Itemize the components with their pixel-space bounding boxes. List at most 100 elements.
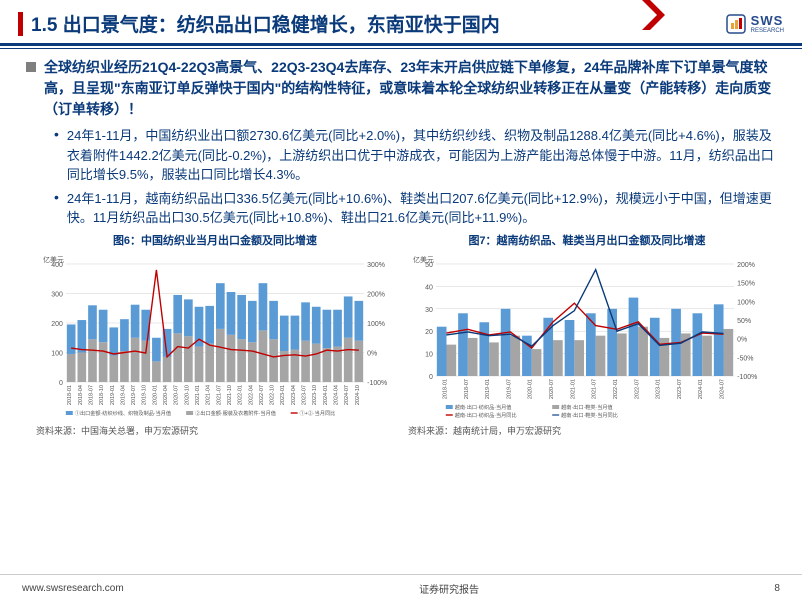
page-title: 1.5 出口景气度：纺织品出口稳健增长，东南亚快于国内 xyxy=(31,10,725,37)
chart-6-body: 0100200300400-100%0%100%200%300%亿美元2018-… xyxy=(36,252,394,422)
svg-text:2023-07: 2023-07 xyxy=(302,385,308,405)
footer-page: 8 xyxy=(774,583,780,594)
logo-icon xyxy=(725,13,747,35)
svg-text:2024-10: 2024-10 xyxy=(355,384,361,404)
svg-text:0%: 0% xyxy=(737,336,747,343)
svg-text:2022-07: 2022-07 xyxy=(259,385,265,405)
svg-text:200%: 200% xyxy=(367,291,385,298)
svg-text:-100%: -100% xyxy=(367,379,387,386)
main-paragraph: 全球纺织业经历21Q4-22Q3高景气、22Q3-23Q4去库存、23年末开启供… xyxy=(44,57,776,120)
header-rule-thin xyxy=(0,48,802,49)
svg-text:2023-01: 2023-01 xyxy=(280,385,286,405)
svg-text:2018-01: 2018-01 xyxy=(67,385,73,405)
svg-text:100%: 100% xyxy=(367,320,385,327)
sub-text-2: 24年1-11月，越南纺织品出口336.5亿美元(同比+10.6%)、鞋类出口2… xyxy=(67,189,776,228)
chart-7-body: 01020304050-100%-50%0%50%100%150%200%亿美元… xyxy=(408,252,766,422)
svg-text:10: 10 xyxy=(425,351,433,358)
svg-text:200: 200 xyxy=(51,320,63,327)
svg-text:2024-07: 2024-07 xyxy=(344,384,350,404)
svg-text:50%: 50% xyxy=(737,317,751,324)
svg-text:2022-01: 2022-01 xyxy=(238,385,244,405)
chart-6-title: 图6：中国纺织业当月出口金额及同比增速 xyxy=(36,232,394,248)
svg-text:亿美元: 亿美元 xyxy=(43,254,64,263)
svg-text:2020-01: 2020-01 xyxy=(528,379,534,399)
content-area: 全球纺织业经历21Q4-22Q3高景气、22Q3-23Q4去库存、23年末开启供… xyxy=(0,57,802,437)
chevron-decoration xyxy=(642,0,672,30)
header-rule-thick xyxy=(0,43,802,46)
svg-text:2018-07: 2018-07 xyxy=(464,379,470,399)
svg-text:2020-10: 2020-10 xyxy=(184,385,190,405)
svg-text:30: 30 xyxy=(425,306,433,313)
footer: www.swsresearch.com 证券研究报告 8 xyxy=(0,574,802,602)
svg-text:0: 0 xyxy=(59,379,63,386)
svg-text:20: 20 xyxy=(425,329,433,336)
sub-text-1: 24年1-11月，中国纺织业出口额2730.6亿美元(同比+2.0%)，其中纺织… xyxy=(67,126,776,185)
svg-text:2022-10: 2022-10 xyxy=(270,385,276,405)
svg-text:②出口金额·服装及衣着附件·当月值: ②出口金额·服装及衣着附件·当月值 xyxy=(195,408,276,416)
svg-text:0%: 0% xyxy=(367,350,377,357)
svg-text:①+②·当月同比: ①+②·当月同比 xyxy=(300,408,336,416)
svg-text:2024-01: 2024-01 xyxy=(323,385,329,405)
charts-row: 图6：中国纺织业当月出口金额及同比增速 0100200300400-100%0%… xyxy=(26,232,776,437)
svg-text:2023-07: 2023-07 xyxy=(677,378,683,398)
title-accent-bar xyxy=(18,12,23,36)
svg-text:-50%: -50% xyxy=(737,355,753,362)
svg-text:2019-04: 2019-04 xyxy=(120,385,126,405)
svg-text:2024-07: 2024-07 xyxy=(720,379,726,399)
svg-text:2021-01: 2021-01 xyxy=(195,385,201,405)
footer-mid: 证券研究报告 xyxy=(419,581,479,596)
svg-text:2022-01: 2022-01 xyxy=(613,379,619,399)
svg-text:2023-10: 2023-10 xyxy=(312,385,318,405)
chart-7-title: 图7：越南纺织品、鞋类当月出口金额及同比增速 xyxy=(408,232,766,248)
svg-text:2019-01: 2019-01 xyxy=(485,379,491,399)
svg-text:越南·出口·纺织品·当月同比: 越南·出口·纺织品·当月同比 xyxy=(455,410,517,418)
svg-text:2022-07: 2022-07 xyxy=(634,379,640,399)
svg-text:2018-07: 2018-07 xyxy=(88,385,94,405)
main-bullet: 全球纺织业经历21Q4-22Q3高景气、22Q3-23Q4去库存、23年末开启供… xyxy=(26,57,776,120)
svg-text:①出口金额·纺织纱线、织物及制品·当月值: ①出口金额·纺织纱线、织物及制品·当月值 xyxy=(75,408,171,416)
svg-text:2021-10: 2021-10 xyxy=(227,385,233,405)
svg-text:2018-10: 2018-10 xyxy=(99,385,105,405)
svg-text:2019-10: 2019-10 xyxy=(142,385,148,405)
svg-text:2019-07: 2019-07 xyxy=(506,379,512,399)
svg-text:2024-04: 2024-04 xyxy=(334,385,340,405)
header: 1.5 出口景气度：纺织品出口稳健增长，东南亚快于国内 SWS RESEARCH xyxy=(0,0,802,43)
logo: SWS RESEARCH xyxy=(725,13,784,35)
svg-text:2023-04: 2023-04 xyxy=(291,385,297,405)
svg-text:150%: 150% xyxy=(737,280,755,287)
svg-text:2024-01: 2024-01 xyxy=(698,379,704,399)
logo-text: SWS xyxy=(751,13,784,28)
svg-text:-100%: -100% xyxy=(737,373,757,380)
svg-text:2023-01: 2023-01 xyxy=(656,379,662,399)
chart-7-source: 资料来源：越南统计局，申万宏源研究 xyxy=(408,424,766,437)
svg-text:2020-07: 2020-07 xyxy=(549,379,555,399)
svg-text:2018-01: 2018-01 xyxy=(443,379,449,399)
svg-text:40: 40 xyxy=(425,284,433,291)
svg-text:2020-01: 2020-01 xyxy=(152,385,158,405)
svg-text:2021-01: 2021-01 xyxy=(570,379,576,399)
svg-text:越南·出口·鞋类·当月同比: 越南·出口·鞋类·当月同比 xyxy=(561,410,618,418)
svg-text:2019-01: 2019-01 xyxy=(110,385,116,405)
svg-text:300: 300 xyxy=(51,291,63,298)
svg-text:2021-07: 2021-07 xyxy=(216,385,222,405)
svg-text:100: 100 xyxy=(51,350,63,357)
dot-icon: • xyxy=(54,189,59,228)
dot-icon: • xyxy=(54,126,59,185)
logo-subtext: RESEARCH xyxy=(751,28,784,34)
svg-text:越南·出口·纺织品·当月值: 越南·出口·纺织品·当月值 xyxy=(455,402,512,410)
sub-bullet-1: • 24年1-11月，中国纺织业出口额2730.6亿美元(同比+2.0%)，其中… xyxy=(54,126,776,185)
svg-text:2019-07: 2019-07 xyxy=(131,385,137,405)
sub-bullet-2: • 24年1-11月，越南纺织品出口336.5亿美元(同比+10.6%)、鞋类出… xyxy=(54,189,776,228)
chart-6-block: 图6：中国纺织业当月出口金额及同比增速 0100200300400-100%0%… xyxy=(36,232,394,437)
svg-text:200%: 200% xyxy=(737,261,755,268)
svg-text:2021-04: 2021-04 xyxy=(206,385,212,405)
square-bullet-icon xyxy=(26,62,36,72)
chart-7-block: 图7：越南纺织品、鞋类当月出口金额及同比增速 01020304050-100%-… xyxy=(408,232,766,437)
svg-text:2020-04: 2020-04 xyxy=(163,385,169,405)
svg-text:越南·出口·鞋类·当月值: 越南·出口·鞋类·当月值 xyxy=(561,402,613,410)
svg-text:2021-07: 2021-07 xyxy=(592,379,598,399)
footer-url: www.swsresearch.com xyxy=(22,583,124,594)
svg-text:2018-04: 2018-04 xyxy=(78,385,84,405)
svg-text:2022-04: 2022-04 xyxy=(248,385,254,405)
chart-6-source: 资料来源：中国海关总署，申万宏源研究 xyxy=(36,424,394,437)
